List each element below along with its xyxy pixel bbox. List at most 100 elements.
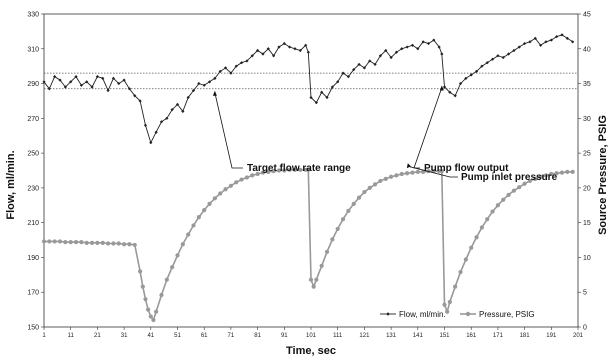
y-right-tick-label: 45 bbox=[583, 12, 591, 19]
flow-point bbox=[149, 141, 153, 145]
flow-point bbox=[384, 48, 388, 53]
flow-point bbox=[314, 101, 318, 105]
annotation-arrow-inlet bbox=[407, 165, 458, 178]
flow-point bbox=[523, 41, 527, 46]
flow-point bbox=[565, 36, 569, 40]
y-left-tick-label: 190 bbox=[27, 255, 39, 262]
flow-point bbox=[400, 47, 404, 51]
x-tick-label: 51 bbox=[174, 333, 181, 339]
pressure-point bbox=[501, 197, 506, 202]
x-tick-label: 61 bbox=[201, 333, 208, 339]
y-left-axis-label: Flow, ml/min. bbox=[5, 150, 17, 219]
flow-point bbox=[85, 80, 89, 84]
flow-point bbox=[58, 78, 62, 82]
pressure-point bbox=[298, 167, 303, 172]
flow-point bbox=[432, 38, 436, 42]
pressure-point bbox=[95, 240, 100, 245]
pressure-point bbox=[506, 192, 511, 197]
x-tick-label: 11 bbox=[68, 333, 75, 339]
flow-point bbox=[127, 87, 132, 91]
pressure-point bbox=[314, 277, 319, 282]
pressure-point bbox=[372, 182, 378, 187]
pressure-point bbox=[250, 173, 255, 178]
flow-point bbox=[506, 52, 511, 56]
pressure-point bbox=[474, 235, 479, 240]
flow-point bbox=[95, 75, 99, 79]
flow-point bbox=[440, 52, 444, 56]
pressure-point bbox=[127, 242, 132, 247]
annotation-arrow-pump-flow bbox=[413, 87, 443, 169]
y-left-tick-label: 170 bbox=[27, 290, 39, 297]
flow-point bbox=[234, 64, 238, 68]
pressure-point bbox=[89, 240, 95, 245]
pressure-point bbox=[479, 225, 484, 230]
pressure-point bbox=[68, 240, 73, 245]
flow-point bbox=[528, 40, 532, 44]
flow-point bbox=[207, 80, 212, 84]
flow-point bbox=[175, 102, 180, 107]
flow-point bbox=[165, 116, 169, 120]
flow-point bbox=[272, 54, 276, 58]
flow-point bbox=[53, 75, 57, 79]
pressure-point bbox=[132, 242, 137, 248]
x-tick-label: 81 bbox=[254, 333, 261, 339]
pressure-point bbox=[485, 217, 490, 222]
target-range-lines bbox=[44, 72, 578, 90]
pressure-point bbox=[517, 185, 522, 190]
flow-point bbox=[368, 59, 372, 63]
x-tick-label: 31 bbox=[121, 333, 128, 339]
y-right-tick-label: 5 bbox=[583, 290, 587, 297]
y-left-tick-label: 290 bbox=[27, 81, 39, 88]
flow-point bbox=[106, 88, 110, 93]
flow-point bbox=[448, 90, 452, 94]
pressure-point bbox=[122, 242, 127, 247]
pressure-point bbox=[442, 302, 447, 307]
pressure-point bbox=[292, 167, 298, 172]
x-tick-label: 151 bbox=[439, 333, 450, 339]
x-tick-label: 1 bbox=[42, 333, 46, 339]
flow-point bbox=[341, 71, 345, 75]
flow-point bbox=[74, 75, 78, 79]
flow-point bbox=[143, 123, 148, 127]
flow-point bbox=[266, 47, 270, 51]
pressure-point bbox=[538, 174, 543, 179]
flow-point bbox=[325, 95, 329, 100]
flow-point bbox=[159, 120, 164, 124]
x-tick-label: 191 bbox=[546, 333, 557, 339]
flow-point bbox=[202, 83, 206, 87]
flow-point bbox=[197, 81, 201, 86]
flow-point bbox=[101, 76, 105, 80]
flow-point bbox=[389, 55, 393, 60]
pressure-point bbox=[207, 201, 212, 206]
y-right-axis-label: Source Pressure, PSIG bbox=[597, 115, 609, 235]
x-tick-label: 91 bbox=[281, 333, 288, 339]
pressure-point bbox=[164, 277, 169, 282]
annotation-arrowhead-inlet bbox=[406, 163, 411, 169]
pressure-point bbox=[495, 203, 500, 208]
flow-point bbox=[69, 80, 73, 84]
flow-point bbox=[261, 52, 265, 56]
pressure-point bbox=[356, 195, 362, 200]
pressure-point bbox=[271, 169, 276, 174]
flow-point bbox=[63, 85, 67, 89]
y-right-tick-label: 0 bbox=[583, 325, 587, 332]
flow-point bbox=[426, 41, 431, 46]
y-right-tick-label: 30 bbox=[583, 116, 591, 123]
pressure-point bbox=[218, 191, 223, 196]
pressure-point bbox=[367, 185, 372, 190]
pressure-point bbox=[57, 239, 63, 244]
pressure-point bbox=[421, 169, 426, 174]
pressure-point bbox=[47, 239, 52, 244]
flow-point bbox=[352, 68, 356, 72]
pressure-point bbox=[394, 173, 399, 178]
y-left-tick-label: 250 bbox=[27, 151, 39, 158]
pressure-point bbox=[84, 240, 89, 245]
x-tick-label: 161 bbox=[466, 333, 477, 339]
flow-point bbox=[47, 87, 51, 91]
pressure-point bbox=[186, 232, 191, 237]
pressure-point bbox=[100, 240, 105, 245]
flow-point bbox=[90, 85, 94, 89]
flow-point bbox=[239, 61, 244, 65]
x-axis-label: Time, sec bbox=[286, 345, 336, 357]
